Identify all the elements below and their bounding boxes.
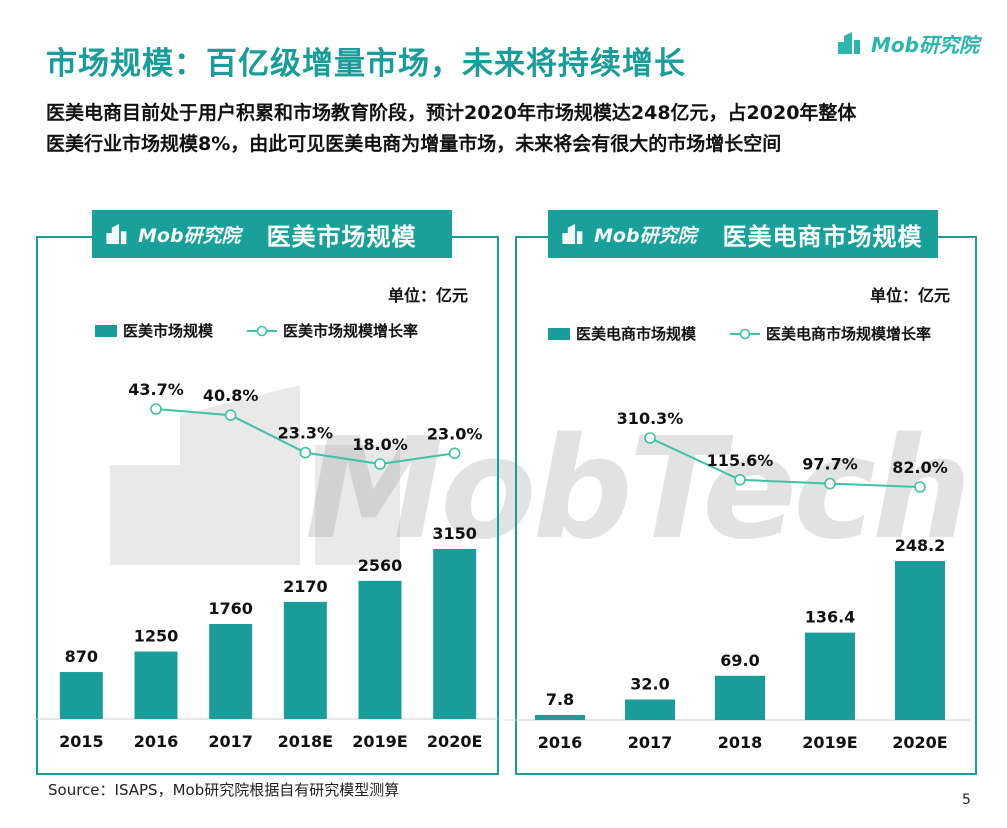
x-tick-label: 2016 [538, 733, 583, 752]
legend-bar-swatch [95, 324, 117, 337]
bar-value-label: 2170 [283, 577, 328, 596]
watermark-logo [110, 385, 400, 565]
bar-2015 [59, 672, 103, 719]
bar-2020E [433, 549, 477, 719]
bar-2020E [895, 561, 945, 720]
summary-text: 医美电商目前处于用户积累和市场教育阶段，预计2020年市场规模达248亿元，占2… [46, 98, 976, 160]
bar-2016 [535, 715, 585, 720]
page-number: 5 [962, 792, 971, 808]
growth-label: 97.7% [802, 455, 858, 474]
legend-line-swatch [730, 328, 761, 339]
x-tick-label: 2015 [59, 732, 104, 751]
right-logo-text: Mob研究院 [594, 224, 697, 247]
building-icon [838, 32, 860, 54]
growth-label: 310.3% [617, 409, 684, 428]
bar-2018E [283, 601, 327, 719]
x-tick-label: 2018E [278, 732, 333, 751]
bar-2017 [625, 699, 675, 720]
x-tick-label: 2019E [352, 732, 407, 751]
growth-label: 82.0% [892, 458, 948, 477]
brand-logo: Mob研究院 [838, 30, 979, 57]
left-unit-label: 单位：亿元 [388, 286, 469, 305]
x-tick-label: 2017 [208, 732, 253, 751]
bar-2019E [358, 580, 402, 719]
bar-value-label: 3150 [432, 524, 477, 543]
bar-value-label: 69.0 [720, 651, 759, 670]
legend-line-label: 医美市场规模增长率 [283, 322, 419, 340]
brand-text: Mob研究院 [871, 32, 979, 57]
growth-label: 23.3% [278, 424, 334, 443]
bar-value-label: 7.8 [546, 690, 574, 709]
legend-line-label: 医美电商市场规模增长率 [766, 325, 932, 343]
x-tick-label: 2020E [427, 732, 482, 751]
left-logo-text: Mob研究院 [138, 224, 241, 247]
left-panel-header: Mob研究院 医美市场规模 [92, 210, 452, 258]
growth-point-2018 [734, 473, 746, 486]
growth-point-2018E [299, 446, 312, 459]
bar-value-label: 1250 [134, 627, 179, 646]
right-unit-label: 单位：亿元 [870, 286, 951, 305]
left-legend: 医美市场规模 医美市场规模增长率 [95, 320, 452, 341]
legend-item-line: 医美电商市场规模增长率 [730, 323, 931, 344]
summary-line-1: 医美电商目前处于用户积累和市场教育阶段，预计2020年市场规模达248亿元，占2… [46, 102, 857, 124]
legend-bar-label: 医美市场规模 [123, 322, 214, 340]
legend-item-line: 医美市场规模增长率 [247, 320, 418, 341]
legend-bar-swatch [548, 327, 570, 340]
building-icon [562, 224, 583, 244]
growth-label: 43.7% [128, 380, 184, 399]
page-title: 市场规模：百亿级增量市场，未来将持续增长 [46, 46, 686, 82]
legend-item-bar: 医美市场规模 [95, 320, 213, 341]
x-tick-label: 2016 [134, 732, 179, 751]
left-panel-logo: Mob研究院 [106, 221, 241, 248]
right-panel-header: Mob研究院 医美电商市场规模 [548, 210, 938, 258]
growth-label: 23.0% [427, 424, 483, 443]
right-legend: 医美电商市场规模 医美电商市场规模增长率 [548, 323, 965, 344]
growth-point-2020E [448, 447, 461, 460]
bar-value-label: 32.0 [630, 675, 669, 694]
growth-point-2019E [824, 477, 836, 490]
x-tick-label: 2018 [718, 733, 763, 752]
legend-bar-label: 医美电商市场规模 [576, 325, 697, 343]
x-tick-label: 2019E [802, 733, 857, 752]
legend-item-bar: 医美电商市场规模 [548, 323, 696, 344]
bar-2016 [134, 651, 178, 719]
bar-value-label: 870 [65, 647, 98, 666]
bar-2017 [209, 624, 253, 719]
bar-2018 [715, 675, 765, 720]
growth-label: 18.0% [352, 435, 408, 454]
left-panel-title: 医美市场规模 [266, 222, 417, 251]
watermark-text: MobTech [305, 408, 972, 571]
bar-value-label: 1760 [208, 599, 253, 618]
x-tick-label: 2020E [892, 733, 947, 752]
growth-point-2016 [150, 403, 162, 415]
legend-line-swatch [247, 325, 278, 336]
bar-value-label: 248.2 [895, 536, 946, 555]
building-icon [106, 224, 127, 244]
bar-value-label: 2560 [358, 556, 403, 575]
source-note: Source：ISAPS，Mob研究院根据自有研究模型测算 [48, 781, 400, 799]
bar-value-label: 136.4 [805, 608, 856, 627]
growth-label: 115.6% [707, 451, 774, 470]
summary-line-2: 医美行业市场规模8%，由此可见医美电商为增量市场，未来将会有很大的市场增长空间 [46, 133, 782, 155]
growth-point-2017 [224, 409, 237, 422]
growth-rate-line [649, 437, 921, 488]
x-tick-label: 2017 [628, 733, 673, 752]
growth-point-2017 [644, 432, 656, 444]
bar-2019E [805, 632, 855, 720]
growth-label: 40.8% [203, 386, 259, 405]
right-panel-logo: Mob研究院 [562, 221, 697, 248]
growth-point-2019E [374, 458, 386, 470]
growth-point-2020E [914, 481, 926, 493]
right-panel-title: 医美电商市场规模 [722, 222, 923, 251]
